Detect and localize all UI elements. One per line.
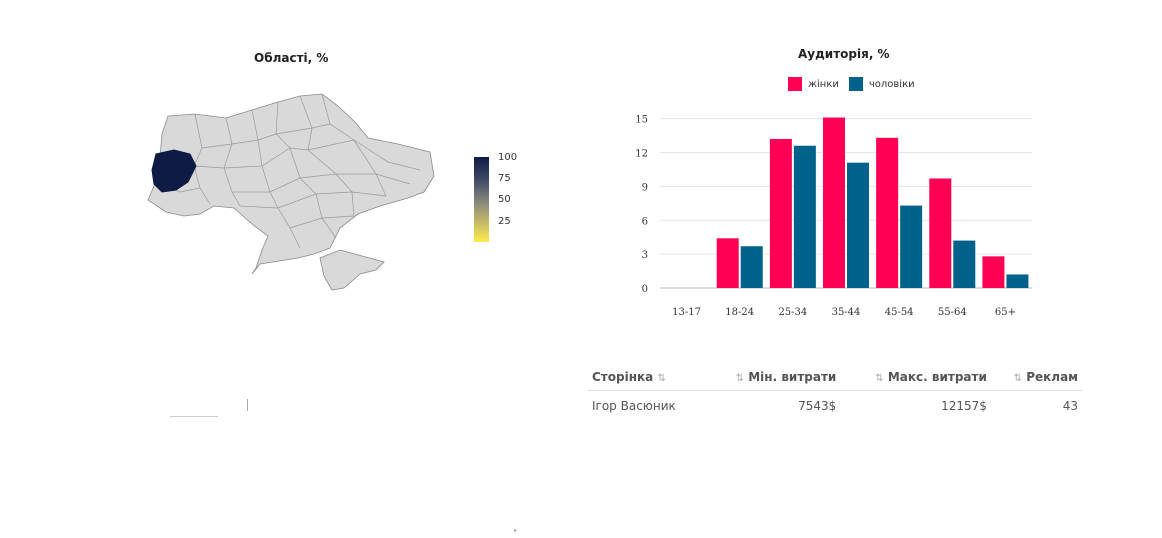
bar-women: [769, 138, 792, 288]
header-page[interactable]: Сторінка ⇅: [588, 364, 704, 391]
sort-icon[interactable]: ⇅: [735, 373, 745, 384]
y-tick-label: 6: [642, 216, 648, 227]
bar-men: [1006, 274, 1029, 288]
caret-icon: ▸: [514, 527, 518, 534]
bar-women: [876, 137, 899, 288]
audience-bar-chart: 0 3 6 9 12 15 13-17 18-24 25-34 35-44 45-54 55-64 65…: [635, 115, 1032, 318]
legend-item-men[interactable]: чоловіки: [848, 77, 915, 91]
x-tick-label: 18-24: [725, 307, 754, 318]
bar-women: [716, 238, 739, 288]
chart-title: Аудиторія, %: [798, 47, 890, 61]
bar-men: [740, 246, 763, 288]
map-outline: [147, 93, 435, 275]
table-row: Ігор Васюник 7543$ 12157$ 43: [588, 391, 1082, 422]
x-tick-label: 35-44: [832, 307, 861, 318]
legend-label-women: жінки: [808, 78, 839, 90]
y-tick-label: 3: [642, 250, 648, 261]
sort-icon[interactable]: ⇅: [875, 373, 884, 384]
header-max[interactable]: ⇅ Макс. витрати: [840, 364, 991, 391]
scale-label: 100: [498, 152, 518, 163]
legend-item-women[interactable]: жінки: [788, 77, 839, 91]
x-tick-label: 13-17: [672, 307, 701, 318]
scale-label: 25: [498, 216, 511, 227]
x-tick-label: 45-54: [885, 307, 914, 318]
chart-legend: жінки чоловіки: [788, 77, 915, 91]
legend-label-men: чоловіки: [868, 78, 915, 90]
page-link[interactable]: Ігор Васюник: [592, 399, 676, 413]
x-tick-label: 65+: [995, 307, 1016, 318]
bar-women: [929, 178, 952, 288]
x-tick-label: 55-64: [938, 307, 967, 318]
sort-icon[interactable]: ⇅: [1013, 373, 1023, 384]
header-min[interactable]: ⇅ Мін. витрати: [703, 364, 841, 391]
map-title: Області, %: [254, 51, 329, 65]
crimea: [319, 249, 385, 291]
cell-ads: 43: [1062, 399, 1078, 413]
scale-label: 75: [498, 173, 511, 184]
divider: [170, 416, 218, 417]
bar-women: [823, 117, 845, 288]
scale-label: 50: [498, 194, 511, 205]
x-tick-label: 25-34: [778, 307, 807, 318]
color-scale-bar: [474, 157, 489, 242]
legend-swatch-women: [788, 77, 802, 91]
bar-men: [953, 240, 976, 288]
bar-men: [900, 205, 923, 288]
y-tick-label: 15: [635, 115, 648, 126]
color-scale: 100 75 50 25: [470, 152, 530, 247]
pages-table: Сторінка ⇅ ⇅ Мін. витрати ⇅ Макс. витрат…: [588, 364, 1082, 421]
divider: [247, 399, 248, 411]
cell-max: 12157$: [941, 399, 987, 413]
lviv-region-highlight: [151, 149, 197, 193]
bar-women: [982, 256, 1005, 288]
sort-icon[interactable]: ⇅: [657, 373, 666, 384]
table-header-row: Сторінка ⇅ ⇅ Мін. витрати ⇅ Макс. витрат…: [588, 364, 1082, 391]
y-tick-label: 12: [635, 149, 648, 160]
legend-swatch-men: [848, 77, 863, 91]
y-tick-label: 9: [642, 182, 648, 193]
cell-min: 7543$: [798, 399, 837, 413]
bar-men: [847, 162, 869, 288]
bar-men: [793, 145, 816, 288]
y-tick-label: 0: [642, 284, 648, 295]
header-ads[interactable]: ⇅ Реклам: [990, 364, 1082, 391]
ukraine-map: [147, 93, 435, 291]
